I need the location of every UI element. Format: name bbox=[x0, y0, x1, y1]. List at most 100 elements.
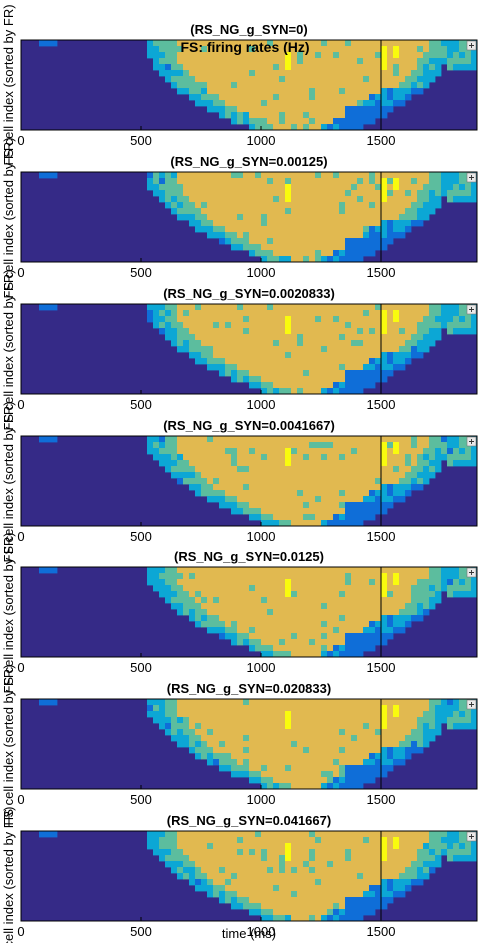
heatmap-cell bbox=[399, 448, 424, 455]
heatmap-cell bbox=[471, 52, 478, 59]
heatmap-cell bbox=[213, 597, 220, 604]
heatmap-cell bbox=[249, 777, 262, 784]
x-tick-label: 0 bbox=[17, 792, 24, 807]
heatmap-cell bbox=[285, 58, 292, 65]
heatmap-cell bbox=[147, 52, 166, 59]
heatmap-cell bbox=[399, 64, 418, 71]
heatmap-cell bbox=[249, 46, 256, 53]
heatmap-cell bbox=[291, 448, 298, 455]
heatmap-cell bbox=[339, 615, 346, 622]
heatmap-cell bbox=[315, 172, 322, 179]
heatmap-cell bbox=[339, 771, 346, 778]
heatmap-cell bbox=[333, 861, 412, 868]
heatmap-cell bbox=[255, 849, 262, 856]
heatmap-cell bbox=[315, 915, 322, 922]
heatmap-cell bbox=[447, 436, 460, 443]
heatmap-cell bbox=[291, 723, 364, 730]
heatmap-cell bbox=[369, 358, 376, 365]
heatmap-cell bbox=[267, 454, 286, 461]
heatmap-cell bbox=[297, 340, 304, 347]
heatmap-cell bbox=[447, 585, 472, 592]
heatmap-cell bbox=[369, 579, 376, 586]
heatmap-cell bbox=[261, 376, 346, 383]
heatmap-cell bbox=[279, 861, 286, 868]
heatmap-cell bbox=[297, 633, 322, 640]
heatmap-cell bbox=[339, 514, 346, 521]
heatmap-cell bbox=[399, 214, 418, 221]
heatmap-cell bbox=[375, 172, 430, 179]
heatmap-cell bbox=[423, 609, 430, 616]
heatmap-cell bbox=[345, 208, 406, 215]
heatmap-cell bbox=[375, 891, 382, 898]
heatmap-cell bbox=[321, 496, 364, 503]
heatmap-cell bbox=[285, 861, 304, 868]
heatmap-cell bbox=[195, 747, 214, 754]
heatmap-cell bbox=[303, 334, 340, 341]
heatmap-cell bbox=[177, 741, 190, 748]
heatmap-cell bbox=[171, 196, 178, 203]
heatmap-cell bbox=[405, 603, 418, 610]
heatmap-cell bbox=[345, 244, 388, 251]
heatmap-cell bbox=[177, 837, 238, 844]
y-axis-label-1: FS cell index (sorted by FR) bbox=[1, 4, 16, 165]
heatmap-cell bbox=[345, 645, 376, 652]
heatmap-cell bbox=[321, 621, 328, 628]
heatmap-cell bbox=[339, 382, 346, 389]
heatmap-cell bbox=[225, 358, 370, 365]
heatmap-cell bbox=[465, 711, 472, 718]
heatmap-cell bbox=[279, 112, 286, 119]
heatmap-cell bbox=[345, 88, 382, 95]
panel-title: (RS_NG_g_SYN=0.0020833) bbox=[163, 286, 335, 301]
heatmap-cell bbox=[285, 322, 292, 329]
heatmap-cell bbox=[429, 196, 442, 203]
heatmap-cell bbox=[381, 442, 388, 449]
heatmap-cell bbox=[453, 699, 460, 706]
heatmap-cell bbox=[345, 903, 388, 910]
heatmap-cell bbox=[165, 855, 190, 862]
heatmap-cell bbox=[279, 94, 310, 101]
heatmap-cell bbox=[321, 346, 328, 353]
heatmap-cell bbox=[393, 879, 412, 886]
heatmap-cell bbox=[465, 448, 472, 455]
heatmap-cell bbox=[267, 855, 280, 862]
heatmap-cell bbox=[189, 310, 364, 317]
heatmap-cell bbox=[177, 202, 184, 209]
heatmap-cell bbox=[309, 94, 316, 101]
heatmap-cell bbox=[189, 735, 202, 742]
heatmap-cell bbox=[363, 100, 376, 107]
heatmap-cell bbox=[177, 196, 190, 203]
heatmap-cell bbox=[171, 466, 196, 473]
heatmap-cell bbox=[291, 460, 382, 467]
x-tick-label: 500 bbox=[130, 792, 152, 807]
heatmap-cell bbox=[381, 759, 394, 766]
heatmap-cell bbox=[447, 328, 454, 335]
heatmap-cell bbox=[381, 328, 388, 335]
heatmap-cell bbox=[327, 633, 346, 640]
heatmap-cell bbox=[303, 747, 310, 754]
heatmap-cell bbox=[273, 340, 280, 347]
heatmap-cell bbox=[423, 202, 442, 209]
heatmap-cell bbox=[153, 64, 166, 71]
heatmap-cell bbox=[249, 232, 364, 239]
heatmap-cell bbox=[177, 867, 184, 874]
heatmap-cell bbox=[249, 484, 382, 491]
heatmap-cell bbox=[237, 639, 244, 646]
heatmap-cell bbox=[357, 178, 364, 185]
heatmap-cell bbox=[189, 88, 202, 95]
heatmap-cell bbox=[471, 58, 478, 65]
heatmap-cell bbox=[261, 508, 346, 515]
heatmap-cell bbox=[393, 484, 412, 491]
heatmap-cell bbox=[315, 855, 346, 862]
heatmap-cell bbox=[387, 58, 418, 65]
heatmap-cell bbox=[333, 118, 376, 125]
heatmap-cell bbox=[465, 52, 472, 59]
heatmap-cell bbox=[303, 52, 316, 59]
heatmap-cell bbox=[339, 334, 346, 341]
heatmap-cell bbox=[183, 340, 190, 347]
heatmap-cell bbox=[315, 837, 322, 844]
heatmap-cell bbox=[219, 867, 226, 874]
heatmap-cell bbox=[381, 454, 388, 461]
heatmap-cell bbox=[381, 747, 388, 754]
heatmap-cell bbox=[147, 843, 160, 850]
heatmap-cell bbox=[363, 76, 370, 83]
